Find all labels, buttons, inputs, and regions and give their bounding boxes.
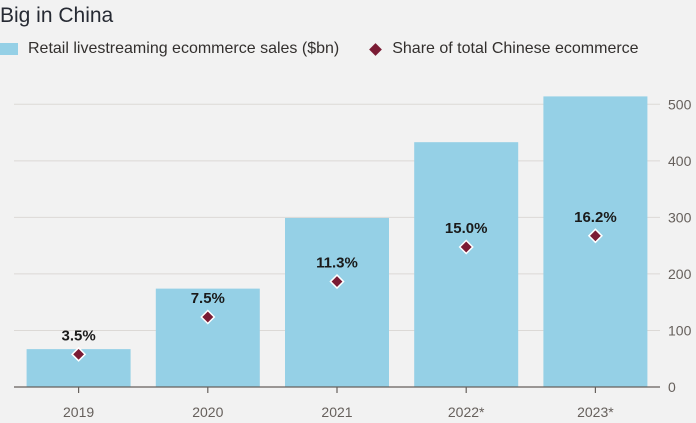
legend-bar-swatch <box>0 43 18 55</box>
x-tick-label: 2021 <box>321 404 352 420</box>
bar <box>414 142 519 387</box>
share-marker <box>200 309 216 325</box>
y-tick-label: 400 <box>668 153 692 169</box>
share-data-label: 7.5% <box>191 290 225 307</box>
legend-marker-label: Share of total Chinese ecommerce <box>392 40 639 57</box>
share-data-label: 3.5% <box>61 327 95 344</box>
share-data-label: 11.3% <box>316 255 358 272</box>
share-marker <box>458 239 474 255</box>
x-tick-label: 2020 <box>192 404 223 420</box>
x-tick-label: 2019 <box>63 404 94 420</box>
share-marker <box>329 273 345 290</box>
legend-bar-label: Retail livestreaming ecommerce sales ($b… <box>28 40 340 57</box>
x-tick-label: 2023* <box>577 404 614 420</box>
y-tick-label: 0 <box>668 379 676 395</box>
y-tick-label: 300 <box>668 209 692 225</box>
share-marker <box>587 228 603 244</box>
share-data-label: 16.2% <box>574 209 617 226</box>
bar <box>155 288 260 387</box>
share-data-label: 15.0% <box>445 220 488 237</box>
y-tick-label: 500 <box>668 96 692 112</box>
bar <box>285 217 389 387</box>
share-marker <box>71 346 87 362</box>
x-tick-label: 2022* <box>448 404 485 420</box>
legend: Retail livestreaming ecommerce sales ($b… <box>0 38 639 60</box>
y-tick-label: 100 <box>668 322 692 338</box>
y-tick-label: 200 <box>668 266 692 282</box>
chart-title: Big in China <box>0 4 114 27</box>
